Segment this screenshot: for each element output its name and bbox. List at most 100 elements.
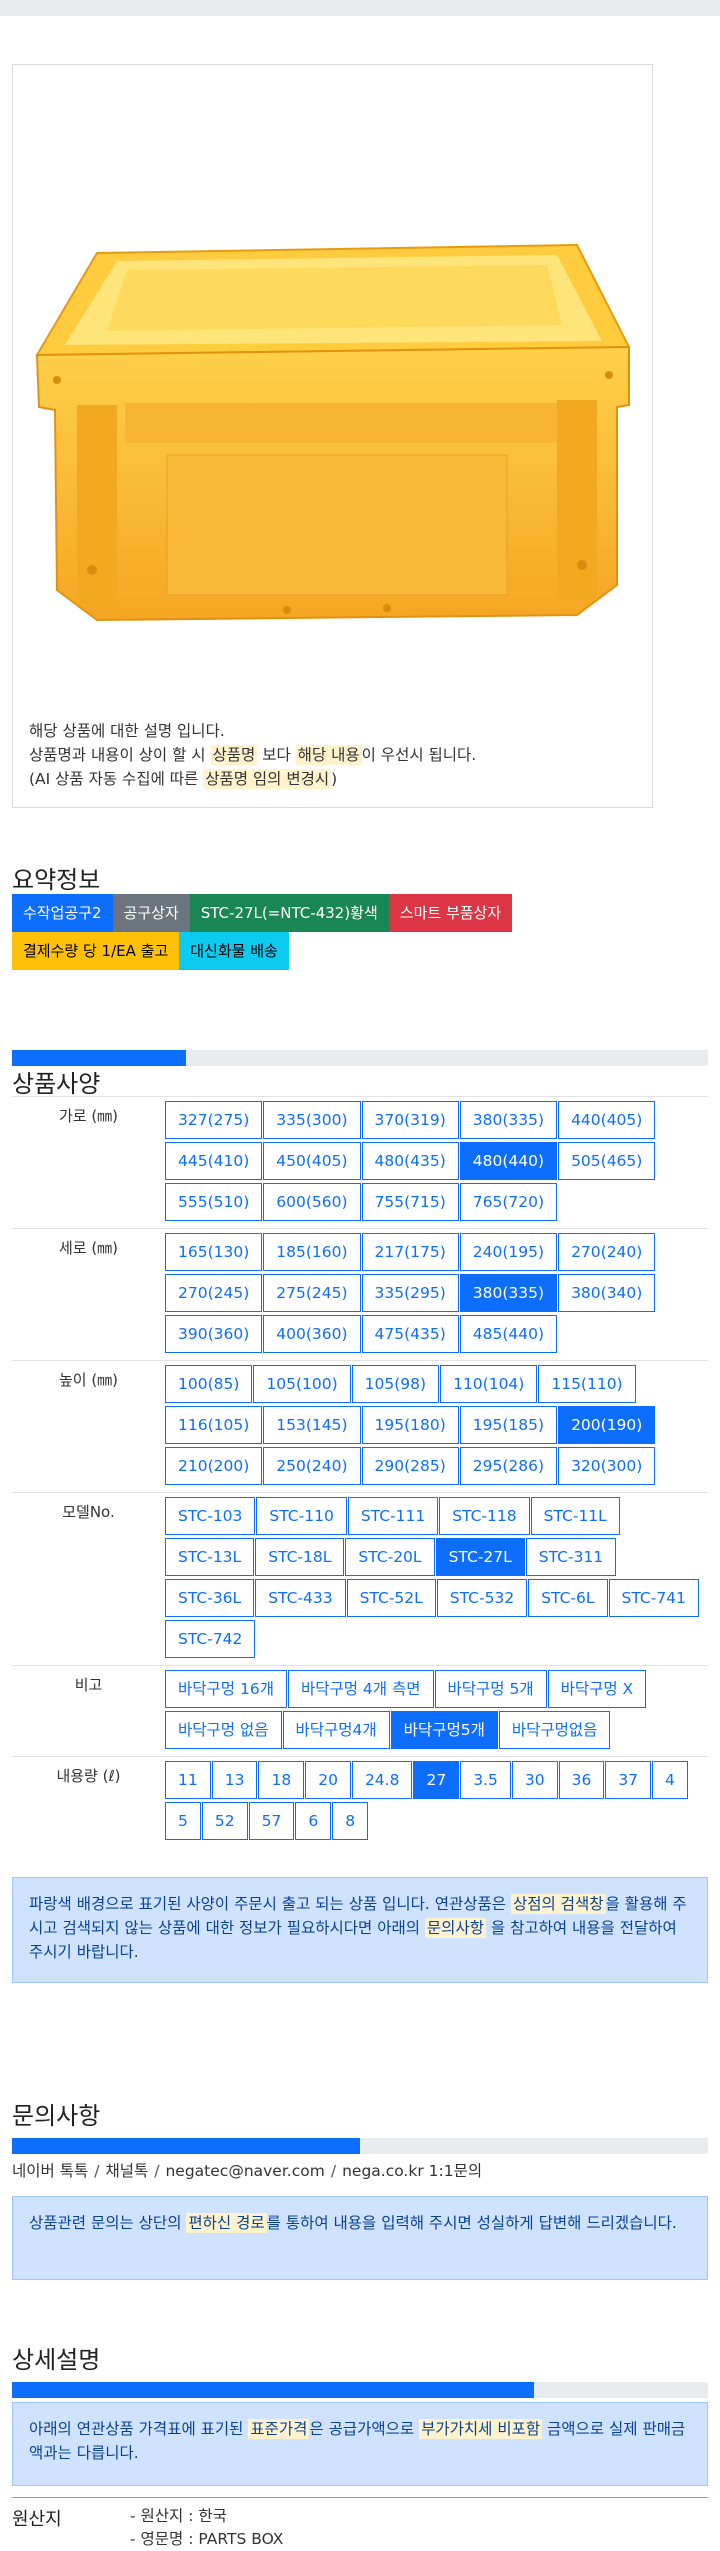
spec-option-button[interactable]: 52 (201, 1802, 248, 1840)
english-name-line: - 영문명 : PARTS BOX (130, 2530, 284, 2548)
spec-option-button[interactable]: 11 (165, 1761, 211, 1799)
spec-progress-fill (12, 1050, 186, 1066)
spec-option-button[interactable]: STC-311 (525, 1538, 617, 1576)
spec-option-button[interactable]: STC-52L (346, 1579, 436, 1617)
spec-option-button[interactable]: 335(300) (263, 1101, 361, 1139)
spec-option-button[interactable]: 165(130) (165, 1233, 263, 1271)
spec-option-button[interactable]: 250(240) (263, 1447, 361, 1485)
spec-option-button[interactable]: STC-103 (165, 1497, 256, 1535)
spec-option-button[interactable]: STC-20L (345, 1538, 435, 1576)
spec-option-button[interactable]: 바닥구멍 없음 (165, 1711, 282, 1749)
spec-option-button[interactable]: 바닥구멍없음 (498, 1711, 611, 1749)
spec-option-button[interactable]: 335(295) (361, 1274, 459, 1312)
spec-option-button[interactable]: 바닥구멍 X (547, 1670, 647, 1708)
spec-option-button[interactable]: 바닥구멍 4개 측면 (287, 1670, 434, 1708)
spec-option-button[interactable]: 270(240) (558, 1233, 656, 1271)
spec-option-button[interactable]: 8 (332, 1802, 369, 1840)
spec-option-button[interactable]: 195(180) (361, 1406, 459, 1444)
spec-option-button[interactable]: 327(275) (165, 1101, 263, 1139)
text: (AI 상품 자동 수집에 따른 (29, 770, 204, 788)
spec-option-button[interactable]: 185(160) (263, 1233, 361, 1271)
spec-option-button[interactable]: 475(435) (361, 1315, 459, 1353)
spec-option-button[interactable]: 153(145) (263, 1406, 361, 1444)
separator: / (94, 2162, 100, 2180)
spec-option-button[interactable]: 400(360) (263, 1315, 361, 1353)
spec-option-button[interactable]: 480(440) (459, 1142, 558, 1180)
contact-link[interactable]: 네이버 톡톡 (12, 2162, 89, 2180)
detail-progress-bar (12, 2382, 708, 2398)
spec-option-button[interactable]: STC-742 (165, 1620, 256, 1658)
highlight-content: 해당 내용 (295, 745, 362, 765)
spec-option-button[interactable]: 765(720) (459, 1183, 558, 1221)
contact-link[interactable]: 채널톡 (105, 2162, 149, 2180)
spec-option-button[interactable]: 바닥구멍 16개 (165, 1670, 287, 1708)
spec-option-button[interactable]: 210(200) (165, 1447, 263, 1485)
spec-notice: 파랑색 배경으로 표기된 사양이 주문시 출고 되는 상품 입니다. 연관상품은… (12, 1877, 708, 1983)
spec-option-button[interactable]: STC-6L (528, 1579, 608, 1617)
spec-option-button[interactable]: STC-111 (347, 1497, 439, 1535)
spec-option-button[interactable]: 275(245) (263, 1274, 361, 1312)
spec-option-button[interactable]: 295(286) (459, 1447, 558, 1485)
spec-option-button[interactable]: STC-110 (256, 1497, 347, 1535)
spec-option-button[interactable]: 440(405) (558, 1101, 656, 1139)
spec-option-button[interactable]: 24.8 (351, 1761, 413, 1799)
spec-option-button[interactable]: STC-36L (165, 1579, 255, 1617)
spec-option-button[interactable]: 555(510) (165, 1183, 263, 1221)
spec-option-button[interactable]: 57 (248, 1802, 295, 1840)
spec-option-button[interactable]: 195(185) (459, 1406, 558, 1444)
spec-option-button[interactable]: 445(410) (165, 1142, 263, 1180)
spec-option-button[interactable]: 600(560) (263, 1183, 361, 1221)
spec-option-button[interactable]: 290(285) (361, 1447, 459, 1485)
spec-option-button[interactable]: 바닥구멍4개 (282, 1711, 390, 1749)
spec-row: 내용량 (ℓ) 11 13 18 20 24.8 27 3.5 30 36 37 4 5 52 57 6 8 (12, 1756, 708, 1847)
spec-option-button[interactable]: 20 (305, 1761, 351, 1799)
spec-option-button[interactable]: 320(300) (558, 1447, 656, 1485)
spec-option-button[interactable]: 30 (511, 1761, 558, 1799)
spec-option-button[interactable]: 270(245) (165, 1274, 263, 1312)
contact-link[interactable]: negatec@naver.com (165, 2162, 325, 2180)
spec-option-button[interactable]: 380(335) (459, 1274, 558, 1312)
spec-option-button[interactable]: 200(190) (558, 1406, 656, 1444)
spec-option-button[interactable]: 바닥구멍5개 (390, 1711, 498, 1749)
spec-option-button[interactable]: STC-532 (436, 1579, 528, 1617)
spec-row: 가로 (㎜) 327(275) 335(300) 370(319) 380(335) 44… (12, 1096, 708, 1228)
spec-option-button[interactable]: 450(405) (263, 1142, 361, 1180)
spec-option-button[interactable]: 13 (211, 1761, 258, 1799)
spec-option-button[interactable]: STC-27L (435, 1538, 525, 1576)
spec-label: 가로 (㎜) (58, 1107, 119, 1125)
spec-option-button[interactable]: STC-13L (165, 1538, 255, 1576)
contact-link[interactable]: nega.co.kr 1:1문의 (342, 2162, 483, 2180)
spec-option-button[interactable]: 4 (652, 1761, 688, 1799)
spec-option-button[interactable]: STC-118 (439, 1497, 530, 1535)
spec-option-button[interactable]: 37 (605, 1761, 652, 1799)
origin-info: - 원산지 : 한국 - 영문명 : PARTS BOX (130, 2505, 283, 2551)
spec-option-button[interactable]: 390(360) (165, 1315, 263, 1353)
spec-option-button[interactable]: 380(340) (558, 1274, 656, 1312)
spec-option-button[interactable]: 5 (165, 1802, 201, 1840)
spec-option-button[interactable]: STC-741 (608, 1579, 699, 1617)
spec-option-button[interactable]: 485(440) (459, 1315, 558, 1353)
spec-option-button[interactable]: 115(110) (538, 1365, 636, 1403)
spec-option-button[interactable]: 3.5 (460, 1761, 511, 1799)
spec-option-button[interactable]: 100(85) (165, 1365, 253, 1403)
spec-option-button[interactable]: 370(319) (361, 1101, 459, 1139)
spec-option-button[interactable]: 18 (258, 1761, 305, 1799)
spec-option-button[interactable]: 240(195) (459, 1233, 558, 1271)
spec-option-button[interactable]: 755(715) (361, 1183, 459, 1221)
spec-option-button[interactable]: STC-433 (255, 1579, 346, 1617)
spec-option-button[interactable]: 바닥구멍 5개 (434, 1670, 547, 1708)
spec-option-button[interactable]: 217(175) (361, 1233, 459, 1271)
spec-row: 모델No. STC-103 STC-110 STC-111 STC-118 STC-11L… (12, 1492, 708, 1665)
spec-option-button[interactable]: STC-11L (530, 1497, 620, 1535)
spec-option-button[interactable]: 480(435) (361, 1142, 459, 1180)
spec-option-button[interactable]: STC-18L (255, 1538, 345, 1576)
spec-option-button[interactable]: 6 (295, 1802, 332, 1840)
spec-option-button[interactable]: 380(335) (459, 1101, 558, 1139)
spec-option-button[interactable]: 105(100) (253, 1365, 351, 1403)
spec-option-button[interactable]: 36 (558, 1761, 605, 1799)
spec-option-button[interactable]: 110(104) (440, 1365, 538, 1403)
spec-option-button[interactable]: 27 (413, 1761, 460, 1799)
spec-option-button[interactable]: 505(465) (558, 1142, 656, 1180)
spec-option-button[interactable]: 105(98) (351, 1365, 440, 1403)
spec-option-button[interactable]: 116(105) (165, 1406, 263, 1444)
